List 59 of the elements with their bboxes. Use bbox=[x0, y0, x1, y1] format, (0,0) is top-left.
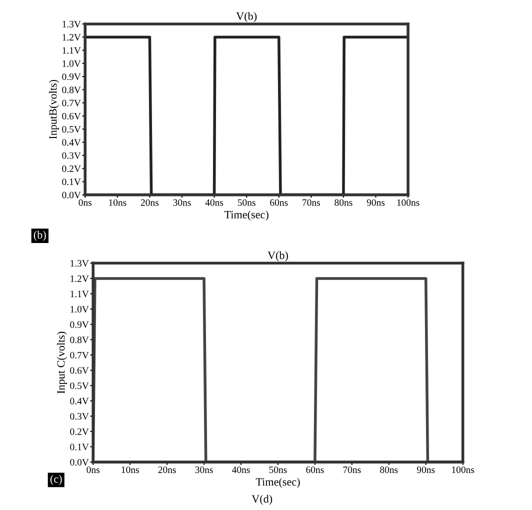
y-axis-title: Input C(volts) bbox=[56, 332, 67, 394]
x-axis-title: Time(sec) bbox=[224, 210, 268, 221]
y-tick-label: 0.3V bbox=[62, 152, 81, 159]
y-tick-label: 0.3V bbox=[70, 413, 89, 420]
x-tick-label: 70ns bbox=[302, 199, 320, 206]
x-tick-label: 60ns bbox=[270, 199, 288, 206]
y-tick-label: 1.2V bbox=[62, 34, 81, 41]
y-axis-title: InputB(volts) bbox=[48, 80, 59, 139]
x-tick-label: 10ns bbox=[122, 466, 139, 474]
y-tick-label: 1.3V bbox=[70, 260, 89, 267]
x-tick-label: 40ns bbox=[205, 199, 224, 206]
y-tick-label: 1.1V bbox=[70, 290, 89, 298]
y-tick-label: 0.9V bbox=[62, 73, 81, 80]
x-tick-label: 90ns bbox=[366, 199, 385, 206]
x-tick-label: 50ns bbox=[269, 466, 287, 474]
y-tick-label: 0.8V bbox=[62, 86, 81, 94]
x-tick-label: 30ns bbox=[195, 466, 213, 474]
y-tick-label: 0.6V bbox=[70, 367, 89, 374]
x-tick-label: 70ns bbox=[343, 466, 361, 474]
y-tick-label: 0.4V bbox=[62, 139, 81, 146]
x-tick-label: 50ns bbox=[238, 199, 256, 206]
y-tick-label: 0.0V bbox=[62, 192, 81, 198]
text: (b) bbox=[34, 230, 46, 241]
text: (c) bbox=[50, 474, 62, 485]
y-tick-label: 0.1V bbox=[70, 444, 89, 450]
chart-title: V(b) bbox=[236, 12, 257, 22]
y-tick-label: 0.6V bbox=[62, 112, 81, 120]
y-tick-label: 1.0V bbox=[70, 306, 89, 313]
y-tick-label: 0.5V bbox=[62, 126, 81, 133]
x-tick-label: 0ns bbox=[86, 466, 100, 474]
y-tick-label: 1.1V bbox=[62, 47, 81, 54]
x-tick-label: 100ns bbox=[397, 199, 420, 206]
y-tick-label: 0.0V bbox=[70, 458, 89, 466]
y-tick-label: 0.8V bbox=[70, 336, 89, 344]
x-tick-label: 0ns bbox=[78, 199, 92, 206]
y-tick-label: 0.1V bbox=[62, 178, 81, 186]
y-tick-label: 0.7V bbox=[62, 100, 81, 106]
y-tick-label: 0.2V bbox=[62, 165, 81, 172]
x-tick-label: 20ns bbox=[158, 466, 176, 474]
y-tick-label: 1.3V bbox=[62, 20, 81, 28]
y-tick-label: 0.4V bbox=[70, 398, 89, 404]
y-tick-label: 0.7V bbox=[70, 352, 89, 358]
x-tick-label: 90ns bbox=[416, 466, 435, 474]
x-tick-label: 10ns bbox=[109, 199, 126, 206]
x-tick-label: 40ns bbox=[232, 466, 250, 474]
y-tick-label: 0.5V bbox=[70, 382, 89, 390]
y-tick-label: 1.0V bbox=[62, 60, 81, 67]
x-tick-label: 60ns bbox=[306, 466, 324, 474]
y-tick-label: 0.9V bbox=[70, 321, 89, 328]
x-tick-label: 30ns bbox=[173, 199, 191, 206]
x-tick-label: 80ns bbox=[380, 466, 398, 474]
x-tick-label: 20ns bbox=[140, 199, 159, 206]
x-tick-label: 100ns bbox=[452, 466, 474, 474]
y-tick-label: 0.2V bbox=[70, 428, 89, 435]
text: V(d) bbox=[252, 494, 272, 505]
x-tick-label: 80ns bbox=[334, 199, 352, 206]
x-axis-title: Time(sec) bbox=[256, 478, 300, 488]
y-tick-label: 1.2V bbox=[70, 275, 89, 282]
chart-title: V(b) bbox=[268, 251, 288, 262]
